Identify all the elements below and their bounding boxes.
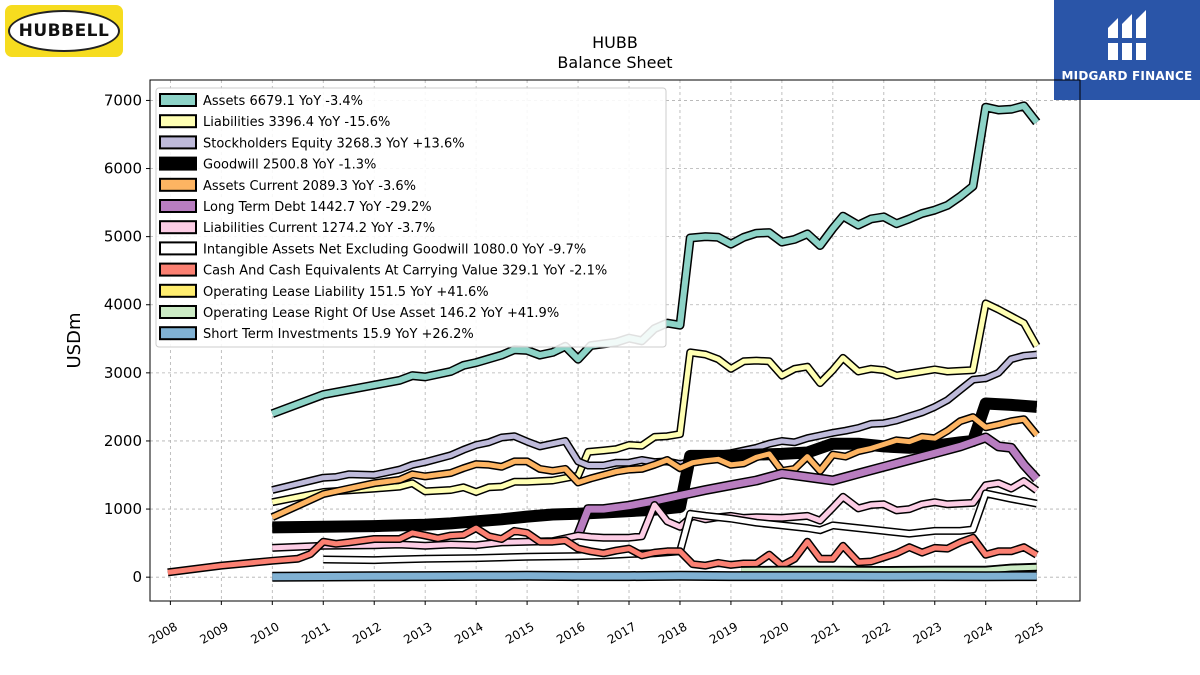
y-tick-label: 4000 <box>104 296 142 314</box>
midgard-finance-logo: MIDGARD FINANCE <box>1054 0 1200 100</box>
x-tick-label: 2023 <box>911 619 944 646</box>
series-line <box>574 434 1040 537</box>
legend-swatch <box>159 241 197 256</box>
legend-swatch <box>159 177 197 192</box>
x-tick-label: 2011 <box>299 619 332 646</box>
plot-frame <box>149 79 1081 602</box>
y-axis-label: USDm <box>64 313 85 369</box>
y-tick-label: 6000 <box>104 160 142 178</box>
chart-subtitle: Balance Sheet <box>557 53 672 72</box>
hubbell-logo: HUBBELL <box>5 5 123 57</box>
legend-swatch <box>159 326 197 341</box>
legend-swatch <box>159 305 197 319</box>
x-tick-label: 2015 <box>503 619 536 646</box>
legend-swatch <box>159 93 197 107</box>
x-tick-label: 2016 <box>554 619 587 646</box>
legend-label: Assets 6679.1 YoY -3.4% <box>203 94 363 109</box>
x-tick-label: 2025 <box>1013 619 1046 646</box>
series-line <box>271 300 1039 505</box>
x-tick-label: 2017 <box>605 619 638 646</box>
legend-label: Stockholders Equity 3268.3 YoY +13.6% <box>203 136 465 151</box>
legend-label: Short Term Investments 15.9 YoY +26.2% <box>203 327 474 342</box>
legend-label: Liabilities 3396.4 YoY -15.6% <box>203 115 390 130</box>
midgard-logo-mark <box>1106 10 1148 60</box>
legend-label: Operating Lease Liability 151.5 YoY +41.… <box>203 285 489 300</box>
hubbell-logo-text: HUBBELL <box>18 21 110 41</box>
legend-swatch <box>159 135 197 150</box>
x-tick-label: 2018 <box>656 619 689 646</box>
legend: Assets 6679.1 YoY -3.4% Liabilities 3396.… <box>155 87 667 348</box>
series-lines <box>167 101 1041 582</box>
x-tick-label: 2008 <box>146 619 179 646</box>
x-tick-label: 2010 <box>248 619 281 646</box>
x-tick-label: 2024 <box>962 619 995 646</box>
y-tick-label: 1000 <box>104 500 142 518</box>
series-line <box>272 399 1038 532</box>
x-tick-label: 2022 <box>860 619 893 646</box>
legend-swatch <box>159 199 197 213</box>
legend-swatch <box>159 156 197 171</box>
legend-swatch <box>159 220 197 235</box>
legend-label: Liabilities Current 1274.2 YoY -3.7% <box>203 221 435 236</box>
series-line <box>271 414 1039 520</box>
y-tick-label: 3000 <box>104 364 142 382</box>
legend-label: Long Term Debt 1442.7 YoY -29.2% <box>203 200 432 215</box>
series-line <box>741 564 1037 573</box>
x-tick-label: 2014 <box>452 619 485 646</box>
x-tick-label: 2020 <box>758 619 791 646</box>
series-line <box>323 490 1038 563</box>
legend-swatch <box>159 283 197 298</box>
x-tick-label: 2013 <box>401 619 434 646</box>
x-tick-label: 2021 <box>809 619 842 646</box>
legend-label: Intangible Assets Net Excluding Goodwill… <box>203 242 586 257</box>
legend-box <box>155 87 667 348</box>
y-tick-label: 2000 <box>104 432 142 450</box>
legend-swatch <box>159 262 197 277</box>
y-tick-label: 7000 <box>104 91 142 109</box>
legend-label: Operating Lease Right Of Use Asset 146.2… <box>203 306 559 321</box>
y-tick-label: 5000 <box>104 228 142 246</box>
series-line <box>167 525 1038 575</box>
hubbell-logo-oval: HUBBELL <box>8 10 120 52</box>
x-tick-label: 2012 <box>350 619 383 646</box>
x-tick-label: 2019 <box>707 619 740 646</box>
midgard-logo-text: MIDGARD FINANCE <box>1061 69 1193 83</box>
legend-swatch <box>159 114 197 129</box>
chart-title: HUBB <box>592 33 638 52</box>
series-line <box>271 102 1040 417</box>
legend-label: Cash And Cash Equivalents At Carrying Va… <box>203 264 607 279</box>
series-line <box>272 572 1037 581</box>
y-tick-label: 0 <box>132 568 142 586</box>
legend-label: Goodwill 2500.8 YoY -1.3% <box>203 158 376 173</box>
legend-label: Assets Current 2089.3 YoY -3.6% <box>203 179 416 194</box>
x-tick-label: 2009 <box>197 619 230 646</box>
